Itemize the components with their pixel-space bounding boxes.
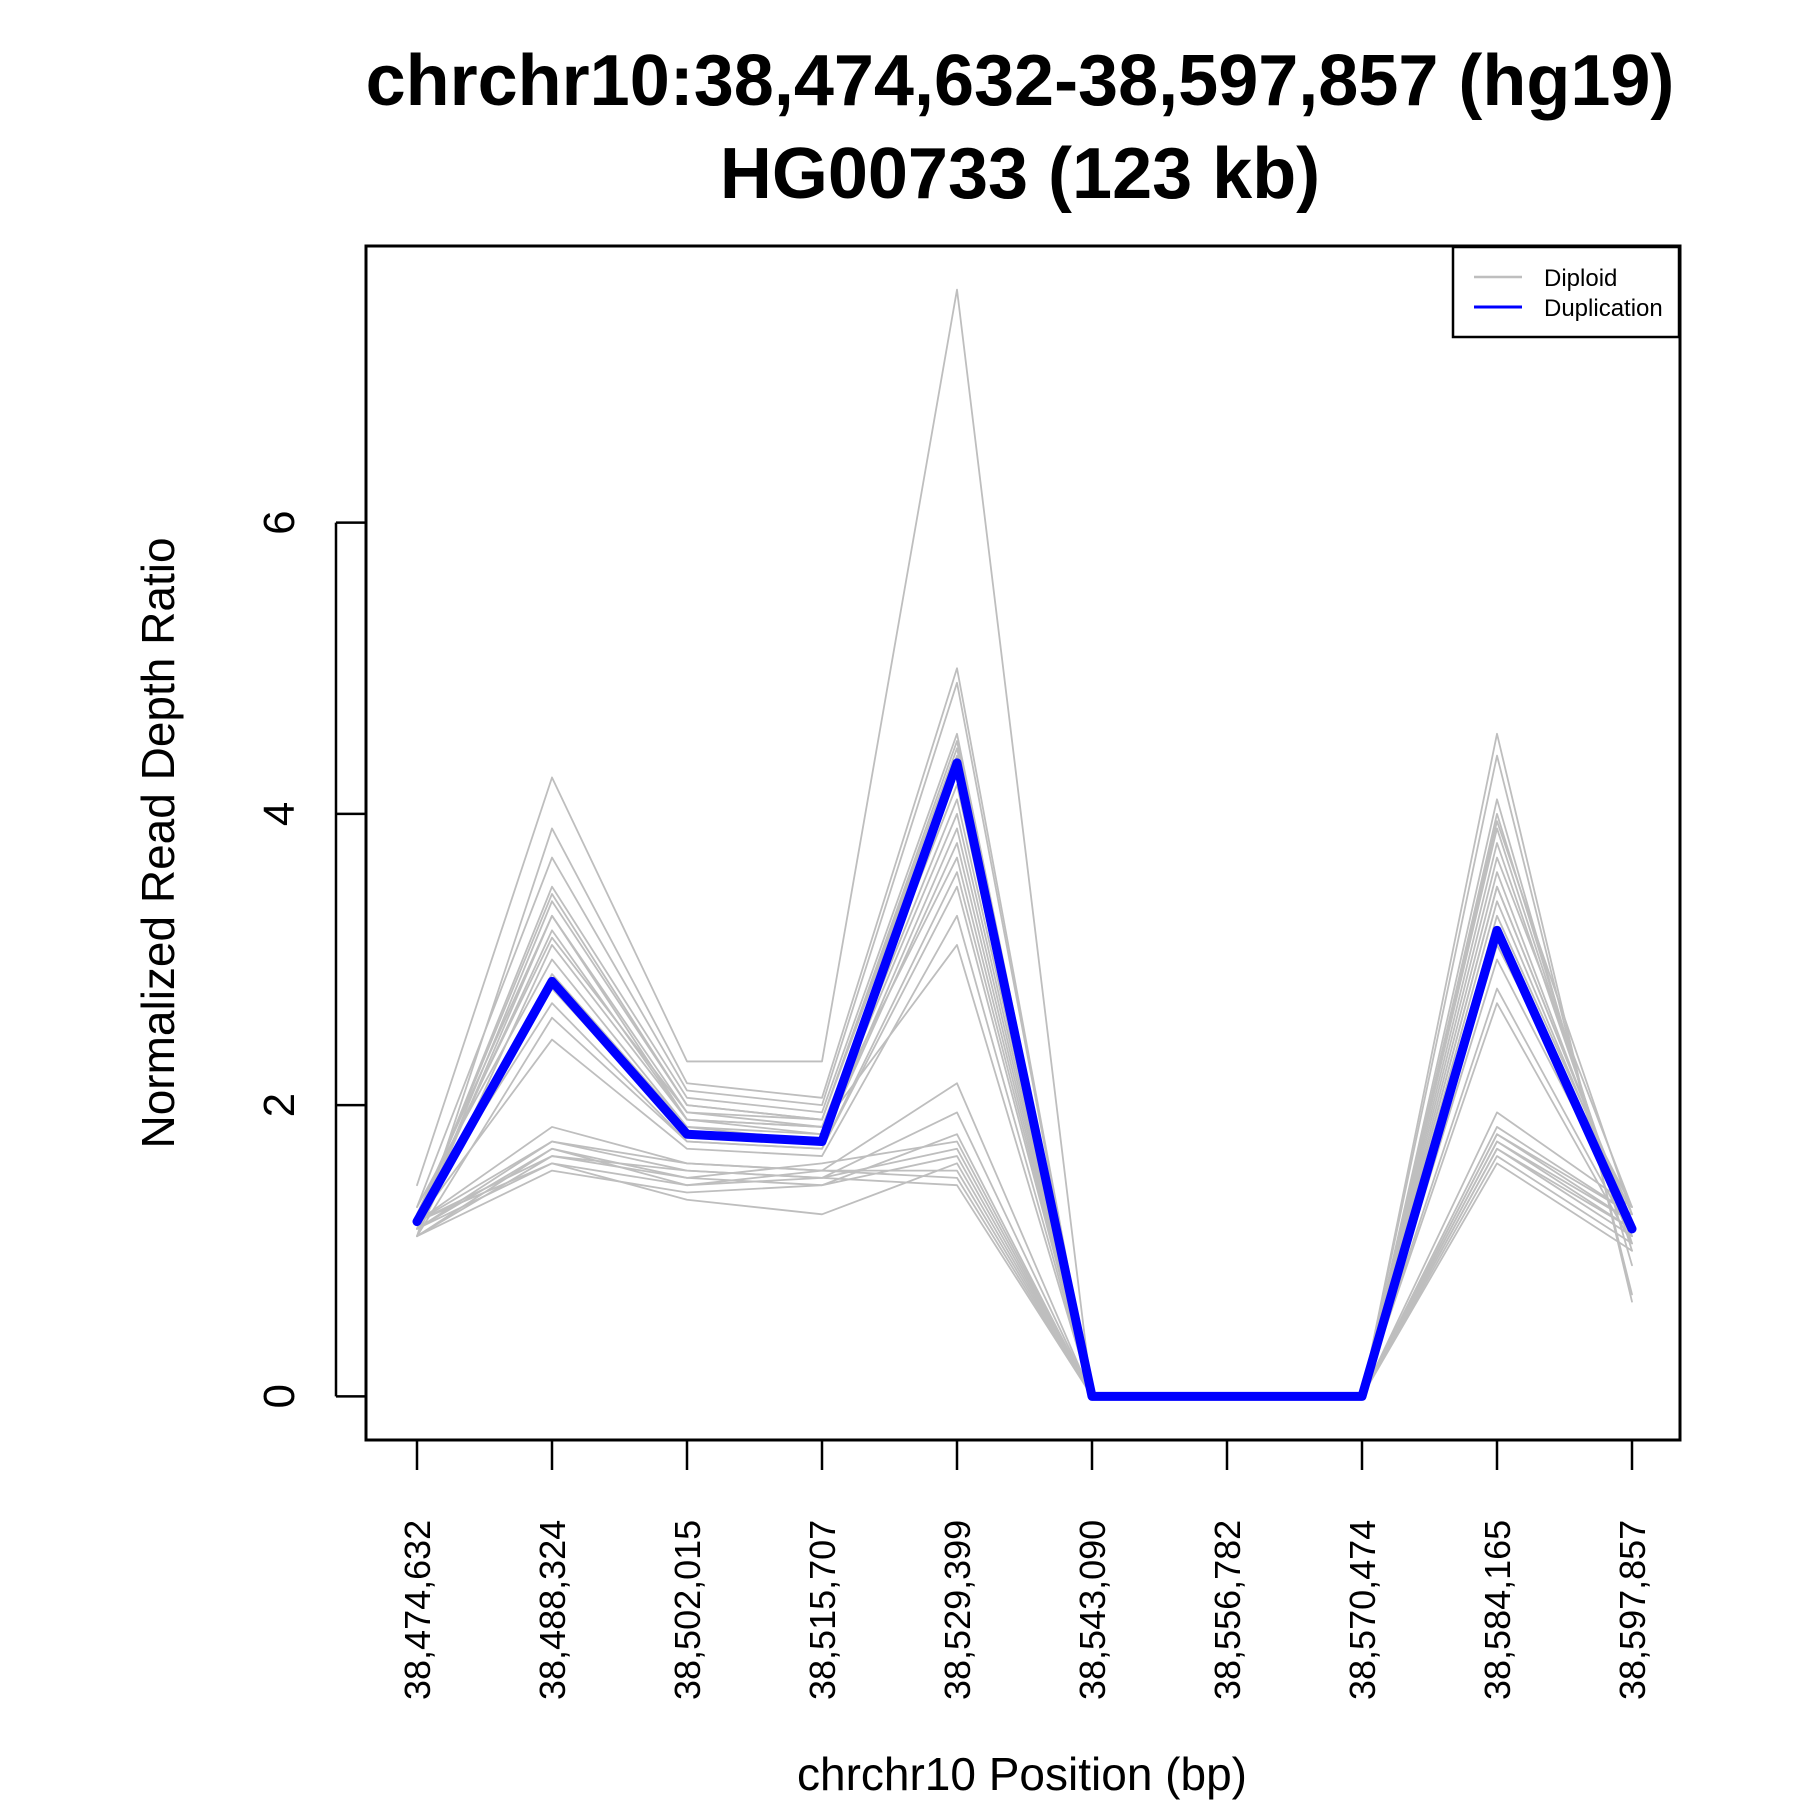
x-tick-label-7: 38,570,474	[1342, 1520, 1383, 1700]
series-line-diploid-13	[416, 885, 1633, 1398]
y-axis-label: Normalized Read Depth Ratio	[132, 537, 184, 1148]
series-line-diploid-18	[416, 1082, 1633, 1398]
series-line-diploid-25	[416, 1140, 1633, 1398]
series-line-diploid-21	[416, 1140, 1633, 1398]
chart-title-line2: HG00733 (123 kb)	[720, 134, 1320, 214]
x-tick-label-8: 38,584,165	[1477, 1520, 1518, 1700]
legend-box	[1451, 245, 1681, 339]
y-tick-label-1: 2	[255, 1093, 304, 1117]
plot-frame	[364, 244, 1682, 1442]
x-tick-label-5: 38,543,090	[1072, 1520, 1113, 1700]
x-tick-label-3: 38,515,707	[802, 1520, 843, 1700]
y-tick-label-0: 0	[255, 1384, 304, 1408]
series-line-duplication	[412, 758, 1637, 1401]
series-lines	[412, 288, 1637, 1401]
series-line-diploid-12	[416, 871, 1633, 1398]
y-tick-label-3: 6	[255, 510, 304, 534]
series-line-diploid-17	[416, 856, 1633, 1398]
series-line-diploid-27	[416, 1133, 1633, 1398]
series-line-diploid-1	[416, 288, 1633, 1398]
x-tick-label-4: 38,529,399	[937, 1520, 978, 1700]
series-line-diploid-19	[416, 1111, 1633, 1398]
series-line-diploid-23	[416, 1155, 1633, 1398]
x-tick-label-9: 38,597,857	[1612, 1520, 1653, 1700]
series-line-diploid-26	[416, 1147, 1633, 1398]
series-line-diploid-3	[416, 681, 1633, 1398]
x-tick-label-6: 38,556,782	[1207, 1520, 1248, 1700]
series-line-diploid-14	[416, 914, 1633, 1398]
legend: Diploid Duplication	[1451, 245, 1681, 339]
legend-label-diploid: Diploid	[1544, 265, 1617, 292]
series-line-diploid-15	[416, 885, 1633, 1398]
legend-label-duplication: Duplication	[1544, 295, 1663, 322]
x-tick-label-0: 38,474,632	[397, 1520, 438, 1700]
y-tick-label-2: 4	[255, 802, 304, 826]
series-line-diploid-11	[416, 842, 1633, 1398]
series-line-diploid-22	[416, 1147, 1633, 1398]
chart-title-line1: chrchr10:38,474,632-38,597,857 (hg19)	[366, 41, 1675, 121]
x-tick-label-1: 38,488,324	[532, 1520, 573, 1700]
series-line-diploid-24	[416, 1162, 1633, 1398]
x-tick-label-2: 38,502,015	[667, 1520, 708, 1700]
x-axis: 38,474,632 38,488,324 38,502,015 38,515,707…	[397, 1440, 1653, 1700]
series-line-diploid-2	[416, 667, 1633, 1398]
x-axis-label: chrchr10 Position (bp)	[797, 1748, 1247, 1800]
y-axis: 0 2 4 6	[255, 510, 366, 1409]
